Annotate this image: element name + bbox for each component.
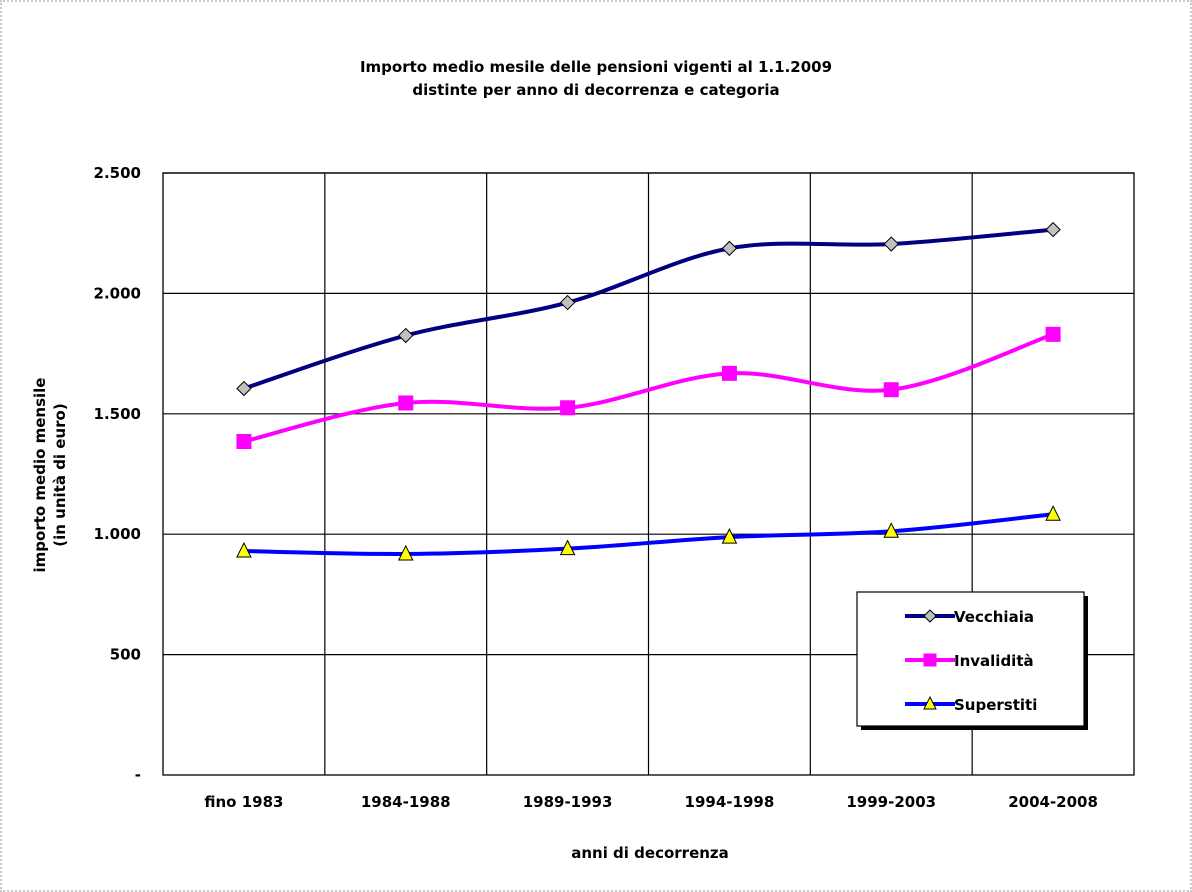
data-point-marker — [883, 382, 899, 398]
series-line-invalidit — [243, 332, 1054, 444]
series-line-vecchiaia — [243, 227, 1054, 391]
chart-title-line2: distinte per anno di decorrenza e catego… — [412, 81, 779, 99]
x-tick-label: 1989-1993 — [523, 793, 613, 811]
data-point-marker — [236, 541, 252, 558]
y-tick-label: 500 — [110, 646, 141, 664]
data-point-marker — [883, 236, 899, 252]
data-point-marker — [1045, 505, 1061, 521]
y-tick-label: 1.000 — [94, 525, 141, 543]
data-point-marker — [721, 527, 738, 544]
legend-label: Invalidità — [954, 652, 1034, 670]
y-tick-label: 1.500 — [94, 405, 141, 423]
data-point-marker — [398, 327, 414, 344]
legend-box — [856, 591, 1085, 727]
y-axis-label-line2: (in unità di euro) — [51, 403, 69, 546]
data-point-marker — [560, 400, 576, 416]
y-tick-label: 2.500 — [94, 164, 141, 182]
y-axis-label: importo medio mensile (in unità di euro) — [31, 378, 69, 573]
y-axis-label-line1: importo medio mensile — [31, 378, 49, 573]
legend-marker — [923, 653, 937, 667]
data-point-marker — [721, 240, 738, 257]
legend: Vecchiaia Invalidità Superstiti — [856, 591, 1088, 730]
data-point-marker — [1045, 221, 1061, 238]
legend-marker — [923, 609, 937, 623]
x-tick-label: 1999-2003 — [846, 793, 936, 811]
data-point-marker — [1045, 326, 1061, 342]
data-point-marker — [397, 544, 414, 561]
data-point-marker — [559, 294, 576, 311]
data-point-marker — [236, 433, 252, 449]
series-line-superstiti — [243, 512, 1054, 556]
y-tick-label: - — [135, 766, 141, 784]
y-tick-label: 2.000 — [94, 284, 141, 302]
x-tick-label: 1994-1998 — [685, 793, 775, 811]
x-axis-label: anni di decorrenza — [571, 844, 729, 862]
data-point-marker — [883, 522, 900, 538]
data-point-marker — [721, 365, 737, 381]
legend-label: Vecchiaia — [954, 608, 1034, 626]
legend-label: Superstiti — [954, 696, 1037, 714]
data-point-marker — [559, 539, 576, 556]
x-tick-label: 2004-2008 — [1008, 793, 1098, 811]
data-point-marker — [236, 380, 252, 397]
y-axis-ticks: - 500 1.000 1.500 2.000 2.500 — [94, 164, 141, 784]
x-tick-label: fino 1983 — [204, 793, 283, 811]
legend-marker — [923, 695, 937, 710]
chart-title-line1: Importo medio mesile delle pensioni vige… — [360, 58, 832, 76]
data-point-marker — [398, 395, 414, 411]
series-group — [236, 221, 1061, 561]
x-axis-ticks: fino 1983 1984-1988 1989-1993 1994-1998 1999… — [204, 793, 1098, 811]
x-tick-label: 1984-1988 — [361, 793, 451, 811]
